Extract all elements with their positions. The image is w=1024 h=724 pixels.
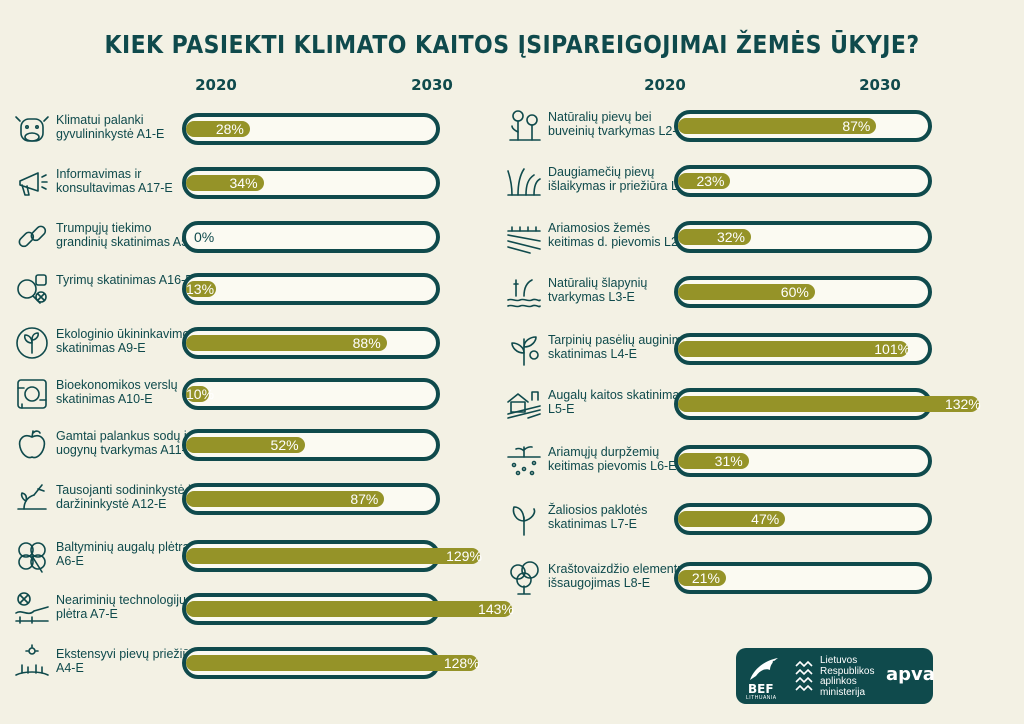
bar-label: Bioekonomikos verslų skatinimas A10-E <box>56 378 178 406</box>
data-label: 132% <box>944 396 981 412</box>
data-label: 129% <box>446 548 482 564</box>
bar <box>678 118 877 134</box>
ministry-line-4: ministerija <box>820 686 866 698</box>
bar-label: Klimatui palanki gyvulininkystė A1-E <box>56 113 165 141</box>
bar-label: Tausojanti sodininkystė ir daržininkystė… <box>56 483 195 511</box>
chain-link-icon <box>12 217 52 257</box>
bef-bird-icon <box>750 658 778 680</box>
year-end-left: 2030 <box>411 76 453 94</box>
bar <box>678 173 731 189</box>
data-label: 10% <box>186 386 215 402</box>
year-start-right: 2020 <box>644 76 686 94</box>
bar <box>186 548 481 564</box>
bar <box>186 655 478 671</box>
bar-label: Baltyminių augalų plėtra A6-E <box>56 540 190 568</box>
bef-logo-sub: LITHUANIA <box>746 695 777 701</box>
bar <box>186 437 305 453</box>
wetland-icon <box>504 272 544 312</box>
plant-leaves-icon <box>504 329 544 369</box>
data-label: 21% <box>691 570 720 586</box>
bar-label: Trumpųjų tiekimo grandinių skatinimas A5… <box>56 221 201 249</box>
megaphone-icon <box>12 163 52 203</box>
bar-label: Ariamųjų durpžemių keitimas pievomis L6-… <box>548 445 677 473</box>
gardening-icon <box>12 479 52 519</box>
year-end-right: 2030 <box>859 76 901 94</box>
ministry-emblem-icon <box>795 660 813 692</box>
data-label: 34% <box>229 175 258 191</box>
data-label: 101% <box>874 341 911 357</box>
data-label: 52% <box>270 437 299 453</box>
tree-icon <box>504 558 544 598</box>
bar-label: Natūralių pievų bei buveinių tvarkymas L… <box>548 110 685 138</box>
bar <box>186 601 513 617</box>
bar-label: Neariminių technologijų plėtra A7-E <box>56 593 186 621</box>
bar-track <box>182 378 440 410</box>
bar <box>678 229 751 245</box>
bar-track <box>182 221 440 253</box>
bar-label: Augalų kaitos skatinimas L5-E <box>548 388 686 416</box>
ministry-line-1: Lietuvos <box>820 655 858 666</box>
bar <box>186 281 216 297</box>
bar-label: Gamtai palankus sodų ir uogynų tvarkymas… <box>56 429 195 457</box>
apva-logo-text: apva <box>886 664 935 685</box>
bar-label: Informavimas ir konsultavimas A17-E <box>56 167 173 195</box>
bar <box>186 335 387 351</box>
bar-label: Daugiamečių pievų išlaikymas ir priežiūr… <box>548 165 698 193</box>
clover-icon <box>12 536 52 576</box>
cow-icon <box>12 109 52 149</box>
bar <box>678 453 749 469</box>
grass-icon <box>504 161 544 201</box>
bar <box>186 386 209 402</box>
ministry-line-3: aplinkos <box>820 676 857 687</box>
meadow-icon <box>12 643 52 683</box>
data-label: 47% <box>751 511 780 527</box>
research-icon <box>12 269 52 309</box>
bar <box>678 341 909 357</box>
bar <box>186 491 385 507</box>
data-label: 31% <box>714 453 743 469</box>
no-till-icon <box>12 589 52 629</box>
year-start-left: 2020 <box>195 76 237 94</box>
data-label: 87% <box>842 118 871 134</box>
bar-label: Tarpinių pasėlių auginimo skatinimas L4-… <box>548 333 690 361</box>
peat-soil-icon <box>504 441 544 481</box>
ministry-line-2: Respublikos <box>820 665 875 677</box>
data-label: 0% <box>194 229 215 245</box>
bar-label: Tyrimų skatinimas A16-E <box>56 273 194 287</box>
bar <box>186 121 250 137</box>
data-label: 60% <box>780 284 809 300</box>
partner-logos: BEF LITHUANIA Lietuvos Respublikos aplin… <box>736 648 935 704</box>
bar-label: Kraštovaizdžio elementų išsaugojimas L8-… <box>548 562 685 590</box>
data-label: 32% <box>716 229 745 245</box>
page-title: KIEK PASIEKTI KLIMATO KAITOS ĮSIPAREIGOJ… <box>104 30 920 59</box>
bar <box>678 570 726 586</box>
field-icon <box>504 217 544 257</box>
bar <box>678 284 815 300</box>
bar-label: Ekologinio ūkininkavimo skatinimas A9-E <box>56 327 190 355</box>
bar <box>678 511 786 527</box>
bar-label: Natūralių šlapynių tvarkymas L3-E <box>548 276 648 304</box>
data-label: 88% <box>352 335 381 351</box>
data-label: 23% <box>696 173 725 189</box>
bar <box>186 175 264 191</box>
data-label: 13% <box>186 281 215 297</box>
flowers-icon <box>504 106 544 146</box>
bef-logo-text: BEF <box>748 682 774 696</box>
bar-label: Ekstensyvi pievų priežiūra A4-E <box>56 647 201 675</box>
bar <box>678 396 979 412</box>
bar-label: Žaliosios paklotės skatinimas L7-E <box>548 503 648 531</box>
bar-label: Ariamosios žemės keitimas d. pievomis L2… <box>548 221 691 249</box>
bar-track <box>182 273 440 305</box>
data-label: 87% <box>350 491 379 507</box>
data-label: 128% <box>443 655 480 671</box>
data-label: 28% <box>215 121 244 137</box>
seedling-icon <box>504 499 544 539</box>
bioeconomy-icon <box>12 374 52 414</box>
eco-sprout-icon <box>12 323 52 363</box>
apple-icon <box>12 425 52 465</box>
farm-icon <box>504 384 544 424</box>
data-label: 143% <box>478 601 514 617</box>
